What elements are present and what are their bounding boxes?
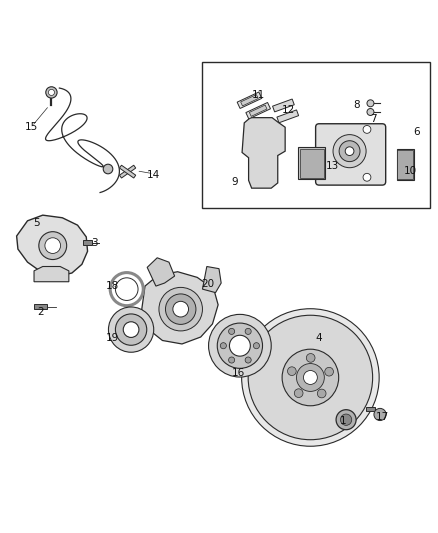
Text: 13: 13 bbox=[325, 161, 339, 172]
Polygon shape bbox=[242, 118, 285, 188]
Circle shape bbox=[217, 323, 262, 368]
Circle shape bbox=[333, 135, 366, 168]
Text: 9: 9 bbox=[231, 176, 237, 187]
Circle shape bbox=[166, 294, 196, 325]
Polygon shape bbox=[237, 92, 262, 108]
Circle shape bbox=[229, 357, 235, 363]
Circle shape bbox=[367, 109, 374, 116]
Circle shape bbox=[159, 287, 202, 331]
Polygon shape bbox=[34, 266, 69, 282]
Text: 7: 7 bbox=[370, 114, 377, 124]
Circle shape bbox=[229, 328, 235, 334]
Circle shape bbox=[123, 322, 139, 337]
Circle shape bbox=[220, 343, 226, 349]
Circle shape bbox=[317, 389, 326, 398]
Circle shape bbox=[45, 238, 60, 254]
Circle shape bbox=[245, 328, 251, 334]
Circle shape bbox=[230, 335, 251, 356]
Text: 18: 18 bbox=[106, 281, 119, 291]
Text: 15: 15 bbox=[25, 122, 39, 132]
Polygon shape bbox=[240, 94, 258, 106]
Polygon shape bbox=[141, 272, 218, 344]
Circle shape bbox=[253, 343, 259, 349]
Bar bbox=[300, 149, 324, 178]
Text: 4: 4 bbox=[316, 333, 322, 343]
Polygon shape bbox=[17, 215, 88, 276]
Bar bbox=[201, 62, 430, 208]
Text: 16: 16 bbox=[232, 368, 245, 378]
Text: 3: 3 bbox=[92, 238, 98, 247]
Text: 5: 5 bbox=[33, 218, 39, 228]
Polygon shape bbox=[120, 165, 136, 178]
Bar bbox=[396, 149, 414, 180]
Circle shape bbox=[304, 370, 318, 384]
Polygon shape bbox=[202, 266, 221, 293]
Text: 8: 8 bbox=[353, 100, 360, 110]
Circle shape bbox=[39, 232, 67, 260]
Circle shape bbox=[248, 315, 373, 440]
Circle shape bbox=[374, 408, 386, 421]
Text: 11: 11 bbox=[251, 90, 265, 100]
Circle shape bbox=[242, 309, 379, 446]
Text: 14: 14 bbox=[147, 170, 160, 180]
Circle shape bbox=[294, 389, 303, 398]
Circle shape bbox=[336, 410, 356, 430]
Polygon shape bbox=[34, 304, 47, 309]
FancyBboxPatch shape bbox=[316, 124, 386, 185]
Text: 10: 10 bbox=[404, 166, 417, 176]
Text: 20: 20 bbox=[201, 279, 215, 289]
Circle shape bbox=[245, 357, 251, 363]
Circle shape bbox=[173, 301, 188, 317]
Circle shape bbox=[325, 367, 333, 376]
Polygon shape bbox=[277, 110, 299, 123]
Circle shape bbox=[363, 125, 371, 133]
Circle shape bbox=[48, 90, 54, 95]
Bar bbox=[397, 150, 413, 179]
Circle shape bbox=[46, 87, 57, 98]
Circle shape bbox=[116, 314, 147, 345]
Text: 17: 17 bbox=[375, 411, 389, 422]
Polygon shape bbox=[246, 102, 271, 119]
Circle shape bbox=[103, 164, 113, 174]
Circle shape bbox=[297, 364, 324, 391]
Polygon shape bbox=[272, 99, 294, 112]
Circle shape bbox=[109, 307, 154, 352]
Circle shape bbox=[282, 349, 339, 406]
Polygon shape bbox=[120, 165, 136, 178]
Polygon shape bbox=[83, 240, 92, 245]
Text: 1: 1 bbox=[340, 416, 346, 426]
Circle shape bbox=[367, 100, 374, 107]
Polygon shape bbox=[249, 105, 267, 116]
Bar bbox=[298, 147, 325, 180]
Text: 12: 12 bbox=[282, 105, 295, 115]
Polygon shape bbox=[366, 407, 375, 411]
Circle shape bbox=[208, 314, 271, 377]
Circle shape bbox=[339, 141, 360, 161]
Text: 2: 2 bbox=[37, 307, 44, 317]
Polygon shape bbox=[147, 258, 175, 286]
Circle shape bbox=[306, 353, 315, 362]
Text: 6: 6 bbox=[414, 126, 420, 136]
Circle shape bbox=[363, 173, 371, 181]
Circle shape bbox=[345, 147, 354, 156]
Circle shape bbox=[287, 367, 296, 376]
Circle shape bbox=[340, 414, 352, 425]
Text: 19: 19 bbox=[106, 333, 119, 343]
